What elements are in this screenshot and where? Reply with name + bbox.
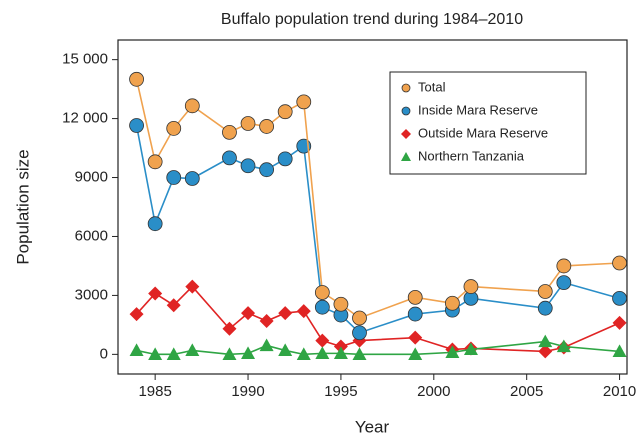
marker (166, 298, 181, 313)
marker (129, 307, 144, 322)
marker (129, 71, 144, 87)
y-tick-label: 9000 (75, 168, 108, 185)
marker (241, 346, 256, 359)
legend: Total Inside Mara Reserve Outside Mara Res… (389, 71, 587, 175)
marker (401, 152, 411, 161)
marker (296, 347, 311, 360)
y-tick-label: 12 000 (62, 110, 108, 127)
marker (129, 118, 144, 133)
marker (314, 285, 330, 300)
marker (401, 129, 411, 139)
chart-title: Buffalo population trend during 1984–201… (221, 11, 523, 28)
y-tick-label: 15 000 (62, 51, 108, 68)
x-tick-label: 1990 (231, 383, 264, 400)
marker (401, 83, 411, 93)
marker (407, 289, 423, 305)
x-tick-label: 2005 (510, 383, 543, 400)
x-axis-label: Year (355, 417, 390, 436)
marker (612, 290, 627, 306)
marker (333, 346, 348, 359)
marker (240, 116, 256, 131)
legend-label: Total (418, 79, 446, 94)
marker (259, 162, 275, 178)
marker (184, 98, 200, 114)
marker (315, 346, 330, 359)
marker (296, 94, 312, 110)
marker (612, 255, 627, 271)
marker (352, 325, 367, 341)
marker (240, 158, 256, 174)
marker (277, 104, 293, 120)
marker (148, 347, 163, 360)
marker (147, 216, 163, 232)
marker (538, 334, 553, 348)
marker (407, 306, 423, 322)
marker (333, 296, 349, 312)
y-tick-label: 3000 (75, 286, 108, 303)
legend-box (389, 71, 587, 175)
marker (259, 338, 274, 352)
marker (556, 258, 572, 274)
marker (538, 344, 553, 359)
legend-label: Northern Tanzania (418, 148, 525, 163)
marker (148, 286, 163, 301)
x-tick-label: 2010 (603, 383, 636, 400)
marker (612, 315, 627, 330)
marker (556, 339, 571, 353)
marker (315, 333, 330, 348)
marker (184, 171, 200, 186)
marker (463, 279, 479, 294)
marker (278, 343, 293, 357)
marker (463, 342, 478, 356)
marker (241, 306, 256, 321)
plot-frame (117, 39, 628, 375)
marker (166, 121, 182, 136)
marker (222, 150, 237, 166)
marker (147, 154, 163, 170)
marker (537, 300, 553, 316)
y-tick-label: 6000 (75, 227, 108, 244)
marker (444, 295, 460, 311)
legend-label: Inside Mara Reserve (418, 102, 538, 117)
marker (314, 299, 330, 315)
marker (556, 275, 572, 291)
marker (537, 284, 553, 299)
marker (222, 124, 237, 140)
x-tick-label: 1985 (138, 383, 171, 400)
marker (222, 321, 237, 336)
x-tick-label: 2000 (417, 383, 450, 400)
marker (445, 345, 460, 358)
marker (166, 347, 181, 360)
marker (185, 343, 200, 357)
marker (222, 347, 237, 360)
marker (185, 279, 200, 294)
marker (612, 344, 627, 358)
marker (166, 170, 182, 185)
marker (352, 310, 367, 326)
marker (129, 343, 144, 357)
y-axis-label: Population size (13, 149, 32, 264)
marker (296, 304, 311, 319)
marker (408, 330, 423, 345)
marker (277, 151, 293, 167)
y-tick-label: 0 (100, 345, 108, 362)
legend-label: Outside Mara Reserve (418, 125, 548, 140)
marker (278, 306, 293, 321)
marker (401, 106, 411, 116)
marker (259, 313, 274, 328)
x-tick-label: 1995 (324, 383, 357, 400)
marker (408, 347, 423, 360)
marker (352, 347, 367, 360)
marker (259, 119, 275, 134)
